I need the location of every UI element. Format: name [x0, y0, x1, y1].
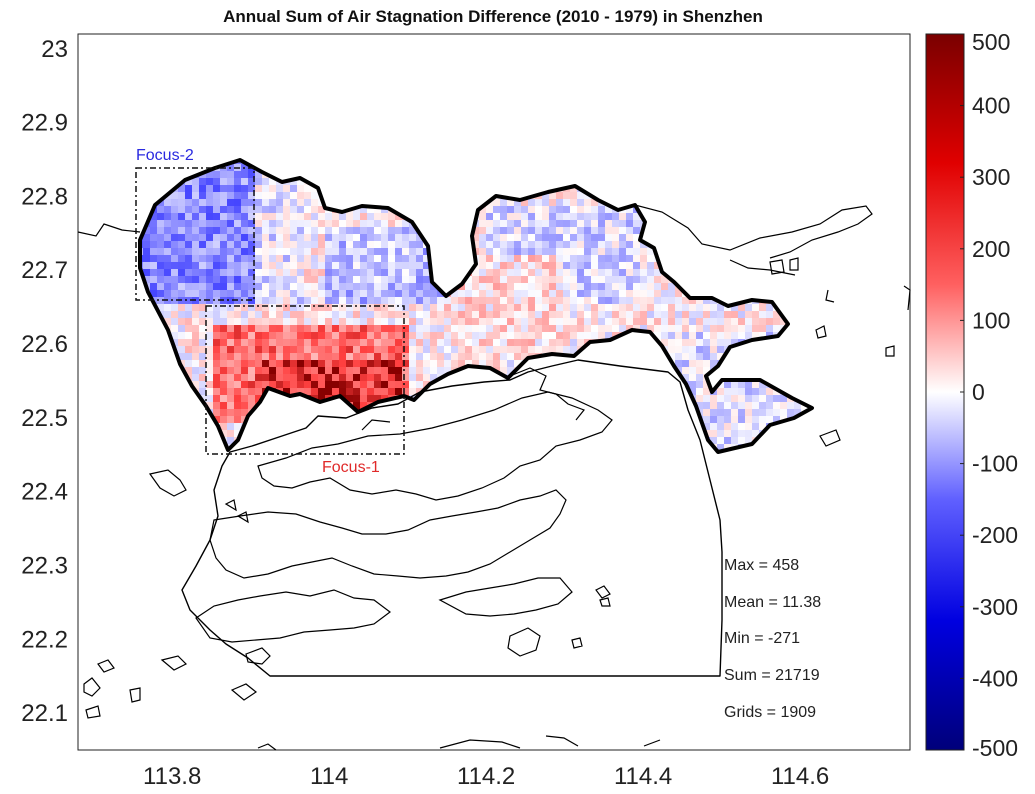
colorbar-tick-label: 300: [972, 164, 1010, 190]
colorbar-tick-label: 0: [972, 379, 985, 405]
x-tick-label: 114.2: [457, 763, 515, 790]
x-tick-label: 114.6: [771, 763, 829, 790]
hong-kong-coast-mid: [209, 489, 567, 579]
colorbar-tick-label: 100: [972, 307, 1010, 333]
colorbar-tick-label: -500: [972, 735, 1018, 761]
focus-2-box: [135, 167, 255, 301]
y-tick-label: 22.1: [21, 700, 68, 727]
colorbar-tick-label: -200: [972, 522, 1018, 548]
hong-kong-boundary: [181, 359, 723, 677]
y-tick-label: 22.4: [21, 479, 68, 506]
focus-1-label: Focus-1: [322, 459, 380, 476]
lantau-island: [195, 589, 391, 643]
y-tick-label: 22.5: [21, 405, 68, 432]
bottom-coast: [439, 735, 661, 749]
colorbar-tick-label: 200: [972, 236, 1010, 262]
y-tick-label: 23: [41, 36, 68, 63]
x-tick-label: 114: [310, 763, 348, 790]
x-tick-label: 113.8: [143, 763, 201, 790]
colorbar-ticks: 500 400 300 200 100 0 -100 -200 -300 -400 -500: [960, 29, 1018, 761]
lamma-island: [507, 627, 541, 657]
eastern-islets: [224, 257, 895, 649]
y-tick-label: 22.3: [21, 552, 68, 579]
colorbar-tick-label: -300: [972, 594, 1018, 620]
focus-2-label: Focus-2: [136, 147, 194, 164]
shenzhen-bay-coast: [361, 367, 585, 431]
mainland-coastline-west: [77, 223, 141, 237]
stat-min: Min = -271: [724, 630, 800, 647]
y-tick-label: 22.9: [21, 110, 68, 137]
colorbar-tick-label: -100: [972, 451, 1018, 477]
x-axis-ticks: 113.8 114 114.2 114.4 114.6: [143, 763, 829, 790]
y-tick-label: 22.2: [21, 626, 68, 653]
colorbar-tick-label: 400: [972, 93, 1010, 119]
mainland-coastline-east: [634, 204, 873, 259]
colorbar-tick-label: -400: [972, 665, 1018, 691]
hong-kong-coast-north: [257, 391, 613, 501]
colorbar: [925, 33, 965, 751]
colorbar-tick-label: 500: [972, 29, 1010, 55]
focus-1-box: [205, 305, 405, 455]
y-axis-ticks: 23 22.9 22.8 22.7 22.6 22.5 22.4 22.3 22.2 22.1: [21, 36, 68, 727]
hk-island-outline: [438, 577, 573, 617]
y-tick-label: 22.8: [21, 183, 68, 210]
x-tick-label: 114.4: [614, 763, 672, 790]
stat-grids: Grids = 1909: [724, 704, 816, 721]
island-small-1: [160, 647, 271, 701]
chart-title: Annual Sum of Air Stagnation Difference …: [223, 7, 763, 26]
stat-sum: Sum = 21719: [724, 667, 820, 684]
shenzhen-boundary: [138, 158, 814, 454]
y-tick-label: 22.6: [21, 331, 68, 358]
stat-max: Max = 458: [724, 557, 799, 574]
western-islets: [83, 469, 277, 751]
y-tick-label: 22.7: [21, 257, 68, 284]
stat-mean: Mean = 11.38: [724, 594, 821, 611]
